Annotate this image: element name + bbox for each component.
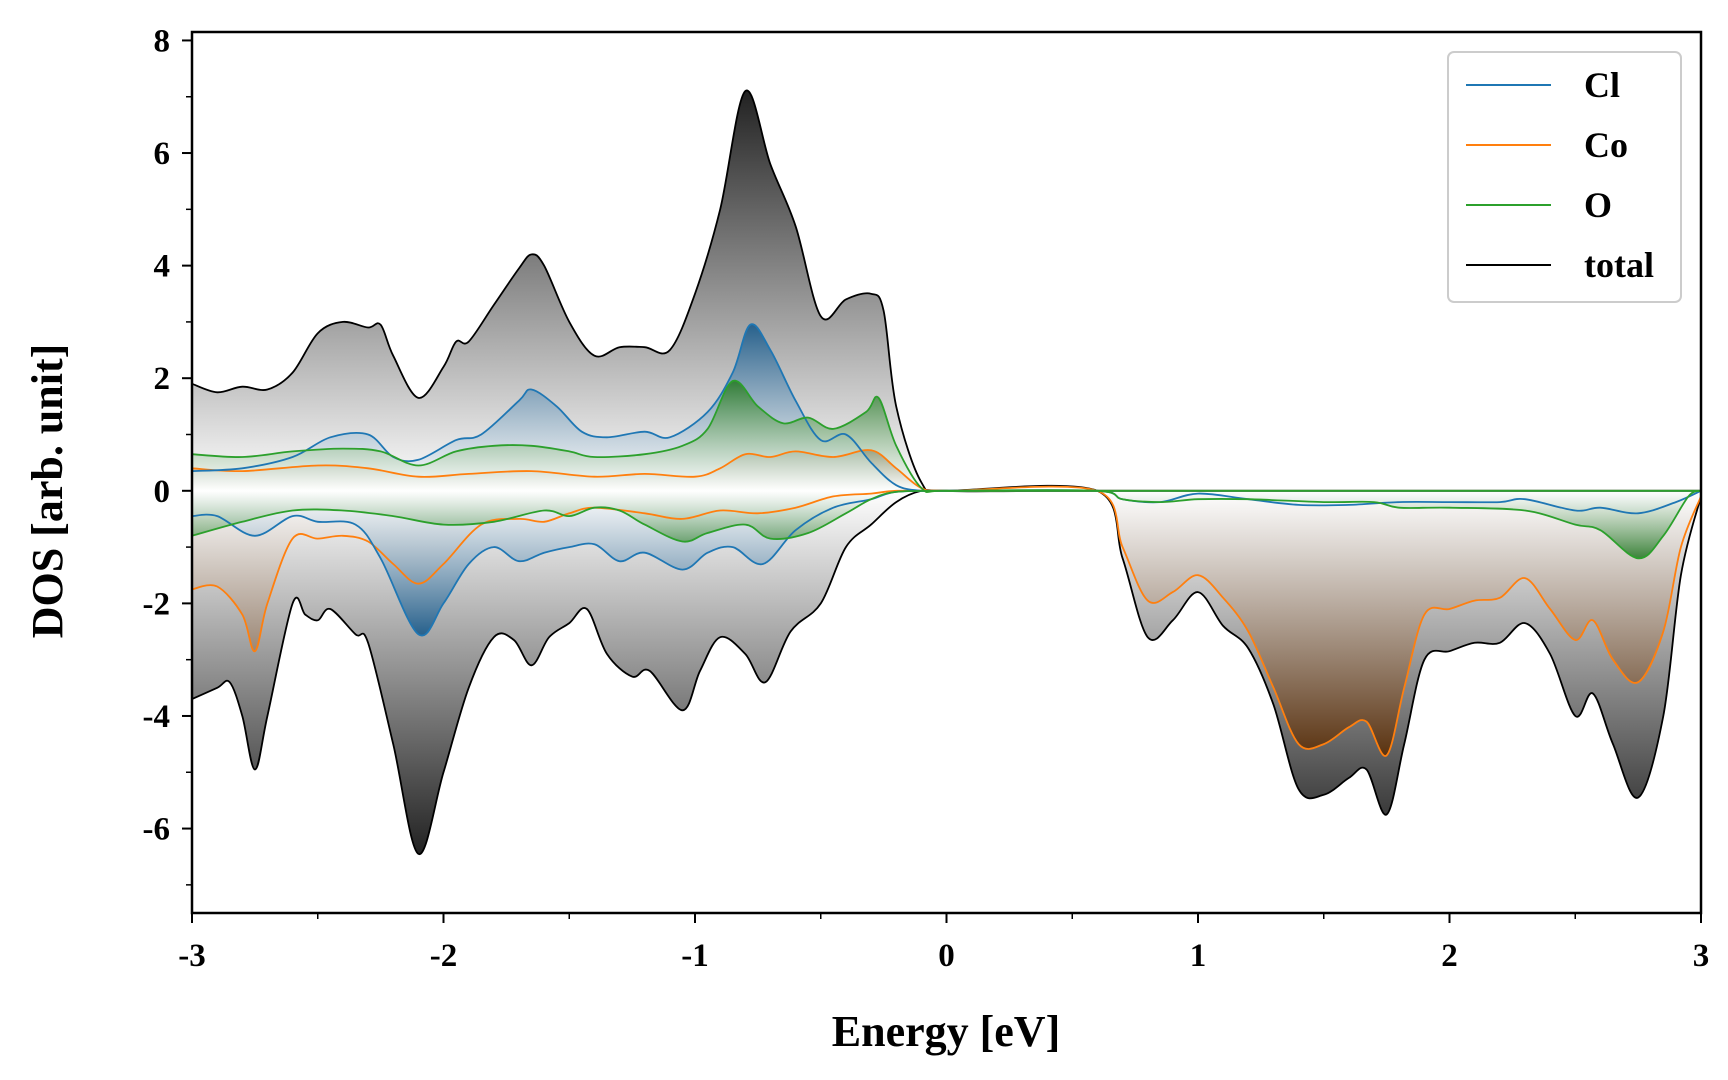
line-total-down bbox=[191, 484, 1702, 855]
x-tick-label: 0 bbox=[938, 938, 955, 974]
legend-label-o: O bbox=[1584, 185, 1612, 225]
y-tick-label: 8 bbox=[154, 23, 171, 59]
y-tick-label: -2 bbox=[143, 586, 171, 622]
y-tick-label: 4 bbox=[154, 249, 171, 285]
legend-label-total: total bbox=[1584, 245, 1654, 285]
y-tick-label: -6 bbox=[143, 812, 171, 848]
y-tick-label: -4 bbox=[143, 699, 171, 735]
fill-cl-up bbox=[192, 324, 1701, 492]
x-tick-label: -2 bbox=[430, 938, 458, 974]
y-tick-label: 2 bbox=[154, 361, 171, 397]
line-cl-down bbox=[191, 489, 1702, 637]
x-tick-label: 3 bbox=[1693, 938, 1710, 974]
x-tick-label: 1 bbox=[1190, 938, 1207, 974]
fill-areas bbox=[192, 90, 1701, 855]
x-tick-label: 2 bbox=[1441, 938, 1458, 974]
legend-box bbox=[1447, 51, 1682, 303]
y-axis-label: DOS [arb. unit] bbox=[23, 344, 72, 639]
fill-cl-down bbox=[192, 490, 1701, 636]
legend-label-co: Co bbox=[1584, 125, 1628, 165]
y-tick-label: 0 bbox=[154, 474, 171, 510]
series-lines bbox=[191, 89, 1702, 855]
line-total-up bbox=[191, 89, 1701, 493]
x-axis-label: Energy [eV] bbox=[832, 1007, 1061, 1056]
legend-label-cl: Cl bbox=[1584, 65, 1620, 105]
line-o-down bbox=[191, 489, 1702, 560]
fill-total-up bbox=[192, 90, 1701, 492]
x-tick-label: -1 bbox=[681, 938, 709, 974]
fill-co-down bbox=[192, 486, 1701, 757]
y-tick-label: 6 bbox=[154, 136, 171, 172]
x-tick-label: -3 bbox=[178, 938, 206, 974]
axis-ticks: -3 -2 -1 0 1 2 3 -6 -4 -2 0 2 4 6 8 bbox=[143, 23, 1710, 974]
fill-o-up bbox=[192, 380, 1701, 493]
fill-o-down bbox=[192, 490, 1701, 559]
